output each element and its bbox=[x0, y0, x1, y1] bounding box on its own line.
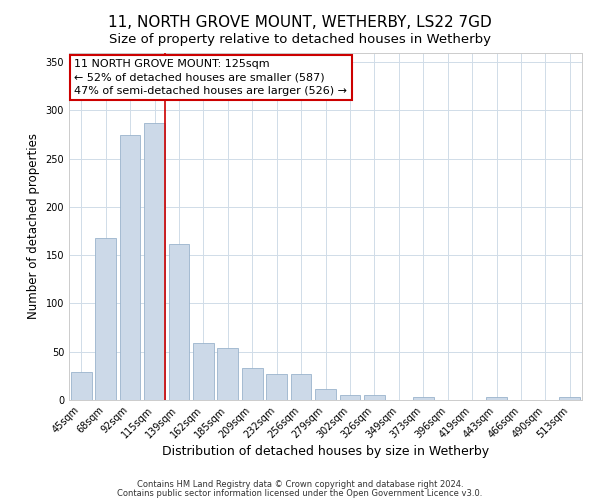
Bar bbox=[71, 372, 92, 400]
Bar bbox=[290, 374, 311, 400]
Bar bbox=[315, 390, 336, 400]
Y-axis label: Number of detached properties: Number of detached properties bbox=[27, 133, 40, 320]
Text: Size of property relative to detached houses in Wetherby: Size of property relative to detached ho… bbox=[109, 32, 491, 46]
Text: Contains public sector information licensed under the Open Government Licence v3: Contains public sector information licen… bbox=[118, 490, 482, 498]
Bar bbox=[559, 397, 580, 400]
Text: 11, NORTH GROVE MOUNT, WETHERBY, LS22 7GD: 11, NORTH GROVE MOUNT, WETHERBY, LS22 7G… bbox=[108, 15, 492, 30]
Bar bbox=[119, 134, 140, 400]
Bar bbox=[193, 343, 214, 400]
Bar bbox=[486, 397, 507, 400]
Bar bbox=[242, 368, 263, 400]
Text: 11 NORTH GROVE MOUNT: 125sqm
← 52% of detached houses are smaller (587)
47% of s: 11 NORTH GROVE MOUNT: 125sqm ← 52% of de… bbox=[74, 60, 347, 96]
Bar bbox=[144, 123, 165, 400]
Bar bbox=[266, 374, 287, 400]
Text: Contains HM Land Registry data © Crown copyright and database right 2024.: Contains HM Land Registry data © Crown c… bbox=[137, 480, 463, 489]
Bar bbox=[217, 348, 238, 400]
Bar bbox=[169, 244, 190, 400]
Bar bbox=[364, 395, 385, 400]
X-axis label: Distribution of detached houses by size in Wetherby: Distribution of detached houses by size … bbox=[162, 446, 489, 458]
Bar bbox=[413, 397, 434, 400]
Bar bbox=[95, 238, 116, 400]
Bar bbox=[340, 395, 361, 400]
